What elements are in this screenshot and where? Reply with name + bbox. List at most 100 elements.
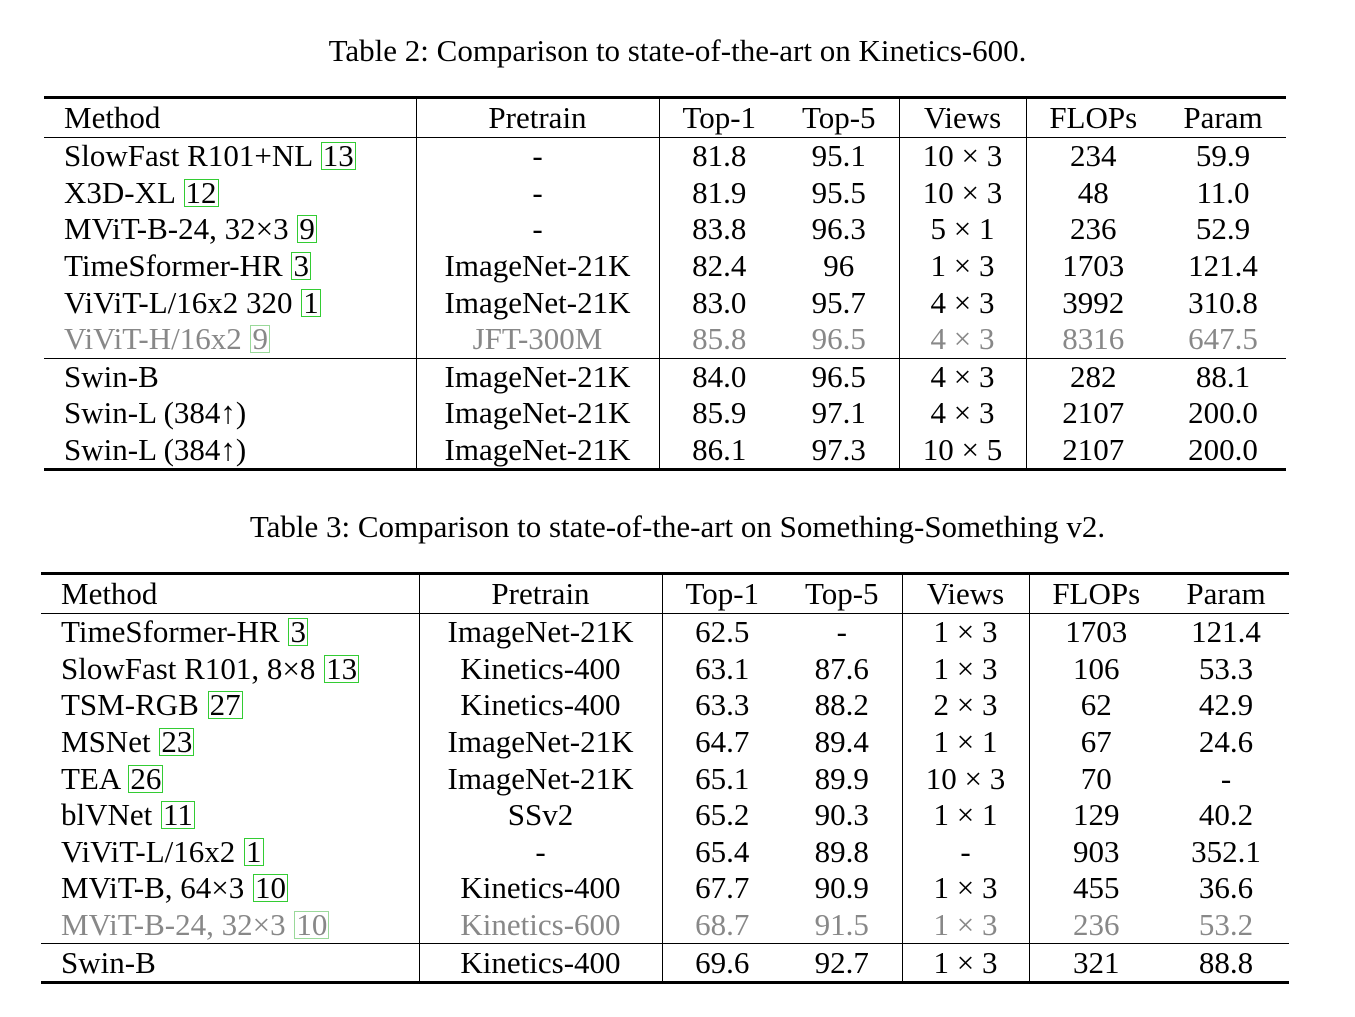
- col-top1: Top-1: [659, 97, 779, 138]
- top1-cell: 62.5: [695, 614, 750, 650]
- flops-cell: 234: [1070, 138, 1117, 174]
- table-row: TEA 26 ImageNet-21K 65.1 89.9 10 × 3 70-: [41, 760, 1289, 797]
- method-cell: SlowFast R101+NL 13: [44, 137, 417, 175]
- param-cell: 36.6: [1198, 870, 1254, 906]
- table-row: MSNet 23 ImageNet-21K 64.7 89.4 1 × 1 67 24.6: [41, 723, 1289, 761]
- views-cell: 1 × 3: [902, 650, 1030, 688]
- param-cell: 53.3: [1198, 650, 1254, 686]
- method-name: MViT-B-24, 32×3: [61, 907, 286, 943]
- views-cell: 1 × 3: [902, 613, 1030, 651]
- citation-link[interactable]: 27: [207, 687, 243, 723]
- citation-link[interactable]: 11: [161, 797, 195, 833]
- method-name: MViT-B, 64×3: [61, 870, 245, 906]
- table-row: Swin-L (384↑) ImageNet-21K 85.9 97.1 4 × 3 21…: [44, 395, 1286, 432]
- citation-link[interactable]: 13: [324, 650, 360, 686]
- flops-cell: 903: [1073, 833, 1120, 869]
- table-row: ViViT-L/16x2 1-65.4 89.8-903 352.1: [41, 833, 1289, 871]
- top5-cell: -: [782, 613, 903, 651]
- method-name: Swin-L (384↑): [64, 432, 247, 468]
- views-cell: 1 × 1: [902, 796, 1030, 834]
- method-cell: Swin-B: [44, 357, 417, 396]
- table-row: Swin-B Kinetics-400 69.6 92.7 1 × 3 321 88.8: [41, 943, 1289, 983]
- citation-link[interactable]: 26: [128, 760, 164, 796]
- param-cell: 42.9: [1198, 687, 1254, 723]
- flops-cell: 321: [1029, 943, 1163, 983]
- top5-cell: 90.3: [782, 796, 903, 834]
- flops-cell: 8316: [1062, 321, 1125, 357]
- views-cell: 1 × 3: [902, 906, 1030, 944]
- method-name: Swin-B: [61, 944, 156, 980]
- col-top1: Top-1: [662, 573, 782, 614]
- method-name: TEA: [61, 760, 120, 796]
- param-cell: 88.8: [1163, 943, 1289, 983]
- top1-cell: 65.2: [695, 797, 750, 833]
- top1-cell: 68.7: [695, 907, 750, 943]
- top1-cell: 63.1: [695, 650, 750, 686]
- pretrain-cell: Kinetics-400: [419, 687, 663, 724]
- views-cell: 4 × 3: [899, 357, 1027, 396]
- table-row: Swin-B ImageNet-21K 84.0 96.5 4 × 3 282 88.1: [44, 357, 1286, 396]
- method-name: SlowFast R101+NL: [64, 138, 312, 174]
- flops-cell: 1703: [1062, 248, 1125, 284]
- table3-header-row: Method Pretrain Top-1 Top-5 Views FLOPs …: [41, 573, 1289, 614]
- method-name: Swin-B: [64, 358, 159, 394]
- top1-cell: 82.4: [692, 248, 747, 284]
- views-cell: 10 × 3: [899, 174, 1027, 212]
- table-row: MViT-B-24, 32×3 10 Kinetics-600 68.7 91.5 1 …: [41, 906, 1289, 944]
- method-name: SlowFast R101, 8×8: [61, 650, 316, 686]
- citation-link[interactable]: 23: [159, 724, 195, 760]
- citation-link[interactable]: 3: [291, 248, 311, 284]
- method-name: ViViT-L/16x2: [61, 833, 236, 869]
- method-cell: blVNet 11: [41, 796, 420, 834]
- citation-link[interactable]: 9: [297, 211, 317, 247]
- citation-link[interactable]: 10: [294, 907, 330, 943]
- pretrain-cell: Kinetics-400: [419, 870, 663, 907]
- pretrain-cell: Kinetics-400: [419, 650, 663, 688]
- views-cell: -: [902, 833, 1030, 871]
- table2: Method Pretrain Top-1 Top-5 Views FLOPs …: [44, 96, 1286, 472]
- views-cell: 2 × 3: [902, 687, 1030, 724]
- method-cell: TEA 26: [41, 760, 420, 797]
- param-cell: 647.5: [1188, 321, 1258, 357]
- views-cell: 1 × 3: [902, 870, 1030, 907]
- top5-cell: 96: [779, 247, 900, 285]
- top5-cell: 87.6: [782, 650, 903, 688]
- views-cell: 1 × 3: [902, 943, 1030, 983]
- top1-cell: 69.6: [662, 943, 782, 983]
- param-cell: 121.4: [1191, 614, 1261, 650]
- param-cell: 40.2: [1198, 797, 1254, 833]
- flops-cell: 106: [1073, 650, 1120, 686]
- col-pretrain: Pretrain: [416, 97, 660, 138]
- flops-cell: 236: [1070, 211, 1117, 247]
- top1-cell: 84.0: [659, 357, 779, 396]
- flops-cell: 455: [1073, 870, 1120, 906]
- top5-cell: 89.8: [782, 833, 903, 871]
- views-cell: 4 × 3: [899, 395, 1027, 432]
- param-cell: 121.4: [1188, 248, 1258, 284]
- citation-link[interactable]: 12: [183, 174, 219, 210]
- citation-link[interactable]: 1: [301, 284, 321, 320]
- citation-link[interactable]: 3: [288, 614, 308, 650]
- col-top5: Top-5: [779, 97, 900, 138]
- citation-link[interactable]: 9: [250, 321, 270, 357]
- method-name: ViViT-L/16x2 320: [64, 284, 293, 320]
- pretrain-cell: ImageNet-21K: [419, 613, 663, 651]
- table2-caption: Table 2: Comparison to state-of-the-art …: [328, 33, 1027, 68]
- top5-cell: 95.1: [779, 137, 900, 175]
- pretrain-cell: ImageNet-21K: [416, 284, 660, 321]
- citation-link[interactable]: 10: [253, 870, 289, 906]
- table-row: SlowFast R101+NL 13-81.8 95.1 10 × 3 234 59.…: [44, 137, 1286, 175]
- flops-cell: 62: [1080, 687, 1112, 723]
- citation-link[interactable]: 1: [244, 833, 264, 869]
- col-views: Views: [899, 97, 1027, 138]
- method-name: blVNet: [61, 797, 153, 833]
- top1-cell: 85.9: [692, 395, 747, 431]
- pretrain-cell: -: [419, 833, 663, 871]
- top5-cell: 96.5: [779, 320, 900, 359]
- method-cell: ViViT-H/16x2 9: [44, 320, 417, 359]
- citation-link[interactable]: 13: [320, 138, 356, 174]
- table2-body: SlowFast R101+NL 13-81.8 95.1 10 × 3 234 59.…: [44, 137, 1286, 470]
- table-row: Swin-L (384↑) ImageNet-21K 86.1 97.3 10 × 5 2…: [44, 431, 1286, 470]
- table-row: ViViT-L/16x2 320 1 ImageNet-21K 83.0 95.7 4 …: [44, 284, 1286, 321]
- top1-cell: 85.8: [692, 321, 747, 357]
